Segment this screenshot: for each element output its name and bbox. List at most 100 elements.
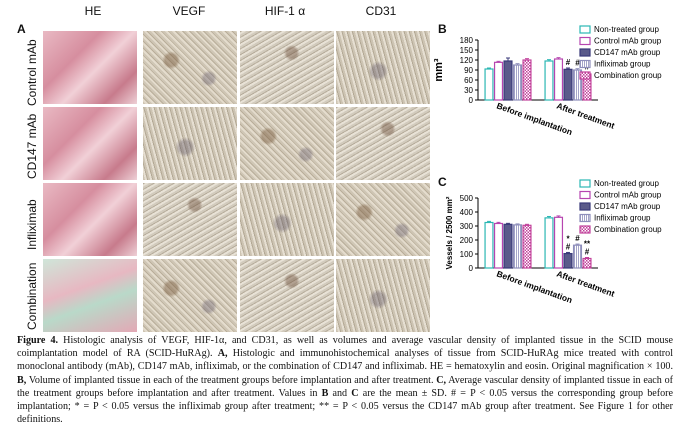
y-tick-label: 300 xyxy=(460,222,474,231)
micrograph-cd31-cd147 xyxy=(336,107,430,180)
y-tick-label: 0 xyxy=(469,264,474,273)
y-tick-label: 90 xyxy=(464,66,473,75)
micrograph-vegf-control xyxy=(143,31,237,104)
y-tick-label: 60 xyxy=(464,76,473,85)
legend-swatch xyxy=(579,48,591,57)
caption-text-5: and xyxy=(328,387,352,399)
micrograph-he-combination xyxy=(43,259,137,332)
caption-c-label: C, xyxy=(436,374,447,386)
micrograph-hif1a-control xyxy=(240,31,334,104)
legend-swatch xyxy=(579,71,591,80)
caption-text-4: Average vascular density of implanted ti… xyxy=(17,374,673,399)
bar xyxy=(512,64,523,101)
legend-label: Non-treated group xyxy=(594,25,659,34)
bar xyxy=(484,221,494,269)
micrograph-he-infliximab xyxy=(43,183,137,256)
significance-mark: # xyxy=(575,234,580,243)
caption-figure-label: Figure 4. xyxy=(17,335,59,346)
caption-a-label: A, xyxy=(217,348,228,360)
bar xyxy=(553,216,564,269)
caption-b-ref: B xyxy=(321,387,329,399)
bar xyxy=(572,244,583,269)
column-header-he: HE xyxy=(84,4,102,18)
y-tick-label: 0 xyxy=(469,96,474,105)
bar xyxy=(582,257,592,269)
y-tick-label: 400 xyxy=(460,208,474,217)
caption-text-3: Volume of implanted tissue in each of th… xyxy=(26,374,437,386)
column-header-cd31: CD31 xyxy=(365,4,397,18)
legend-label: Infliximab group xyxy=(594,214,651,223)
row-header-control-mab: Control mAb xyxy=(25,39,39,106)
significance-mark: * xyxy=(566,234,570,243)
y-axis-label: mm³ xyxy=(433,58,445,82)
legend-label: CD147 mAb group xyxy=(594,48,661,57)
row-header-combination: Combination xyxy=(25,262,39,330)
caption-b-label: B, xyxy=(17,374,27,386)
bar xyxy=(522,59,532,101)
figure-4: A HE VEGF HIF-1 α CD31 Control mAb CD147… xyxy=(17,4,662,332)
bar xyxy=(493,222,504,269)
bar xyxy=(563,252,573,269)
bar xyxy=(563,68,573,101)
y-tick-label: 150 xyxy=(460,46,474,55)
bar xyxy=(544,60,554,101)
legend-swatch xyxy=(579,25,591,34)
row-header-cd147-mab: CD147 mAb xyxy=(25,113,39,179)
micrograph-hif1a-combination xyxy=(240,259,334,332)
y-tick-label: 30 xyxy=(464,86,473,95)
legend-label: Combination group xyxy=(594,225,662,234)
row-header-infliximab: Infliximab xyxy=(25,199,39,250)
bar xyxy=(503,223,513,269)
legend-swatch xyxy=(579,213,591,223)
column-header-vegf: VEGF xyxy=(172,4,206,18)
panel-a-label: A xyxy=(17,22,26,36)
micrograph-cd31-infliximab xyxy=(336,183,430,256)
y-tick-label: 180 xyxy=(460,36,474,45)
significance-mark: # xyxy=(566,242,571,251)
bar xyxy=(512,224,523,269)
significance-mark: ** xyxy=(584,240,591,249)
legend-swatch xyxy=(579,202,591,211)
micrograph-hif1a-cd147 xyxy=(240,107,334,180)
micrograph-hif1a-infliximab xyxy=(240,183,334,256)
panel-c-label: C xyxy=(438,175,447,189)
y-tick-label: 200 xyxy=(460,236,474,245)
significance-mark: # xyxy=(575,59,580,68)
legend-label: Infliximab group xyxy=(594,60,651,69)
legend-swatch xyxy=(579,36,591,46)
bar xyxy=(522,224,532,269)
caption-text-6: are the mean ± SD. # = P < 0.05 versus t… xyxy=(17,387,674,426)
micrograph-cd31-combination xyxy=(336,259,430,332)
caption-text-1: Histologic analysis of VEGF, HIF-1α, and… xyxy=(17,335,673,360)
micrograph-vegf-cd147 xyxy=(143,107,237,180)
y-tick-label: 500 xyxy=(460,194,474,203)
legend-swatch xyxy=(579,59,591,69)
bar xyxy=(544,217,554,269)
figure-caption: Figure 4. Histologic analysis of VEGF, H… xyxy=(17,334,673,426)
micrograph-cd31-control xyxy=(336,31,430,104)
bar xyxy=(493,61,504,101)
bar xyxy=(503,60,513,101)
column-header-hif1a: HIF-1 α xyxy=(264,4,306,18)
legend-label: Non-treated group xyxy=(594,179,659,188)
legend-swatch xyxy=(579,225,591,234)
y-axis-label: Vessels / 2500 mm² xyxy=(445,196,454,269)
caption-text-2: Histologic and immunohistochemical analy… xyxy=(17,348,673,373)
legend-swatch xyxy=(579,190,591,200)
micrograph-vegf-combination xyxy=(143,259,237,332)
y-tick-label: 120 xyxy=(460,56,474,65)
micrograph-he-cd147 xyxy=(43,107,137,180)
legend-label: Combination group xyxy=(594,71,662,80)
legend-swatch xyxy=(579,179,591,188)
bar xyxy=(484,68,494,101)
legend-label: Control mAb group xyxy=(594,191,662,200)
caption-c-ref: C xyxy=(351,387,359,399)
significance-mark: # xyxy=(585,248,590,257)
micrograph-he-control xyxy=(43,31,137,104)
y-tick-label: 100 xyxy=(460,250,474,259)
bar xyxy=(553,58,564,101)
micrograph-vegf-infliximab xyxy=(143,183,237,256)
panel-b-label: B xyxy=(438,22,447,36)
